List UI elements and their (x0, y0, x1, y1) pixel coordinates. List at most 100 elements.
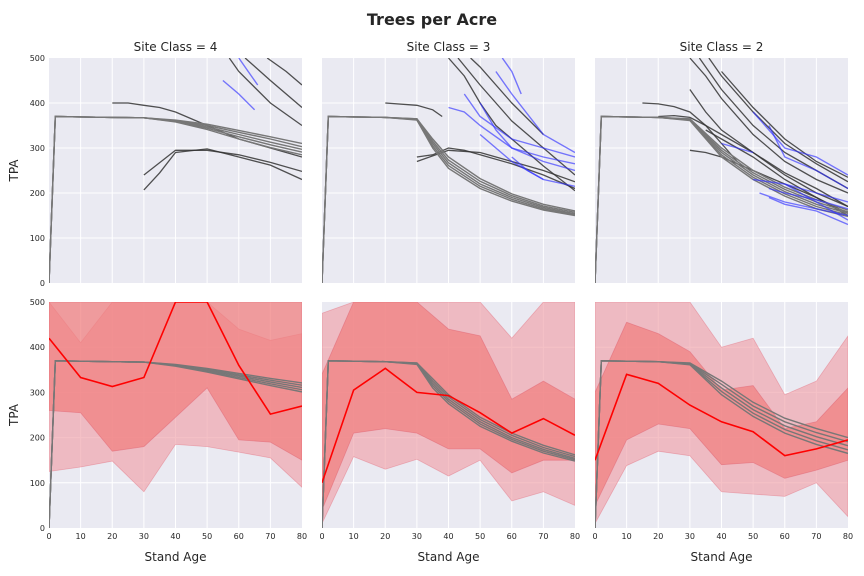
x-tick-label: 0 (46, 532, 51, 541)
observed-plot-line-blue (448, 106, 575, 165)
observed-plot-line-blue (768, 187, 848, 210)
y-axis-label: TPA (7, 159, 21, 183)
observed-plot-line-blue (759, 192, 848, 217)
observed-plot-line (705, 129, 848, 217)
plot-area (49, 302, 302, 528)
panel-title: Site Class = 2 (680, 40, 764, 54)
observed-plot-line (470, 58, 544, 135)
plot-area (322, 302, 575, 528)
y-tick-label: 100 (30, 479, 45, 488)
observed-plot-line-blue (768, 196, 848, 226)
observed-plot-line-blue (222, 79, 256, 111)
y-tick-label: 400 (30, 99, 45, 108)
inner-band (322, 302, 575, 511)
x-tick-label: 10 (349, 532, 359, 541)
x-tick-label: 50 (202, 532, 212, 541)
observed-plot-line (228, 58, 302, 127)
x-tick-label: 0 (592, 532, 597, 541)
observed-plot-line-blue (721, 142, 754, 154)
y-axis-label: TPA (7, 403, 21, 427)
panel-top-site4: Site Class = 4 0 100 200 300 400 500 TPA (7, 40, 302, 288)
panel-title: Site Class = 4 (134, 40, 218, 54)
observed-plot-line (244, 58, 302, 108)
observed-plot-line-blue (463, 93, 575, 158)
plot-area (595, 302, 848, 528)
observed-plot-line-blue (479, 102, 575, 172)
x-tick-label: 30 (685, 532, 695, 541)
panel-top-site2: Site Class = 2 (595, 40, 848, 283)
y-tick-label: 500 (30, 298, 45, 307)
y-tick-label: 100 (30, 234, 45, 243)
x-tick-label: 60 (234, 532, 244, 541)
x-tick-label: 20 (107, 532, 117, 541)
x-tick-label: 40 (443, 532, 453, 541)
observed-plot-line-blue (495, 71, 575, 154)
y-tick-label: 200 (30, 434, 45, 443)
median-line (595, 373, 848, 461)
y-tick-label: 400 (30, 343, 45, 352)
observed-plot-line-blue (752, 111, 848, 176)
simulated-curve (49, 115, 302, 283)
observed-plot-line-blue (768, 125, 848, 190)
inner-band (595, 321, 848, 506)
observed-plot-line (448, 58, 575, 192)
x-axis-label: Stand Age (691, 550, 753, 564)
x-tick-label: 50 (748, 532, 758, 541)
x-tick-label: 10 (622, 532, 632, 541)
observed-plot-line (416, 149, 575, 183)
plot-area (49, 58, 302, 283)
observed-plot-line (385, 102, 443, 118)
inner-band (49, 302, 302, 461)
x-tick-label: 40 (170, 532, 180, 541)
x-axis-label: Stand Age (418, 550, 480, 564)
y-tick-label: 300 (30, 388, 45, 397)
simulated-curve (322, 360, 575, 528)
figure-title: Trees per Acre (367, 10, 497, 29)
x-tick-label: 70 (811, 532, 821, 541)
observed-plot-line (658, 114, 848, 208)
panel-bottom-site3: 0 10 20 30 40 50 60 70 80 Stand Age (319, 302, 580, 564)
observed-plot-line (708, 58, 848, 183)
observed-plot-line (457, 58, 575, 176)
simulated-curve (595, 115, 848, 283)
x-tick-label: 30 (139, 532, 149, 541)
x-tick-label: 10 (76, 532, 86, 541)
median-line (322, 367, 575, 484)
y-tick-label: 200 (30, 189, 45, 198)
observed-plot-line (143, 148, 302, 191)
x-tick-label: 80 (297, 532, 307, 541)
x-tick-label: 30 (412, 532, 422, 541)
x-tick-label: 0 (319, 532, 324, 541)
x-tick-label: 60 (507, 532, 517, 541)
observed-plot-line-blue (511, 156, 575, 187)
x-tick-label: 80 (570, 532, 580, 541)
x-tick-label: 70 (538, 532, 548, 541)
plot-area (322, 58, 575, 283)
observed-plot-line-blue (753, 178, 848, 203)
plot-area (595, 58, 848, 283)
panel-top-site3: Site Class = 3 (322, 40, 575, 283)
observed-plot-line (721, 71, 848, 178)
median-line (49, 302, 302, 416)
observed-plot-line (266, 58, 302, 86)
panel-title: Site Class = 3 (407, 40, 491, 54)
y-tick-label: 0 (40, 279, 45, 288)
x-tick-label: 20 (380, 532, 390, 541)
observed-plot-line-blue (784, 183, 848, 221)
x-tick-label: 80 (843, 532, 853, 541)
simulated-curve (595, 360, 848, 528)
observed-plot-line (689, 58, 848, 194)
x-tick-label: 40 (716, 532, 726, 541)
x-tick-label: 20 (653, 532, 663, 541)
x-tick-label: 60 (780, 532, 790, 541)
simulated-curve (322, 115, 575, 283)
x-axis-label: Stand Age (145, 550, 207, 564)
observed-plot-line-blue (238, 58, 259, 86)
panel-bottom-site4: 0 100 200 300 400 500 0 10 20 30 40 50 60 70 80 TPA Stan… (7, 298, 307, 564)
y-tick-label: 0 (40, 524, 45, 533)
y-tick-label: 300 (30, 144, 45, 153)
x-tick-label: 50 (475, 532, 485, 541)
y-tick-label: 500 (30, 54, 45, 63)
